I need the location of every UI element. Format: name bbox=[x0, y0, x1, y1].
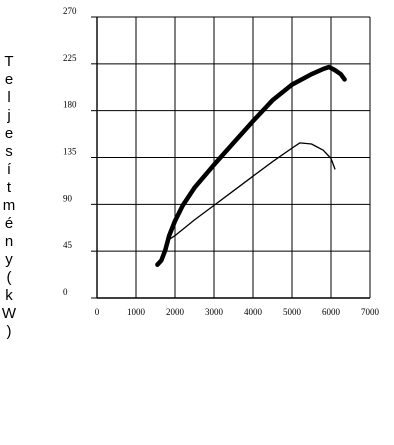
y-axis-title-char: s bbox=[5, 143, 13, 160]
y-axis-title-char: T bbox=[4, 53, 13, 70]
series-line-thin bbox=[166, 142, 336, 242]
y-tick-label: 270 bbox=[63, 6, 77, 16]
y-tick-label: 90 bbox=[63, 193, 73, 203]
y-axis-title-char: W bbox=[2, 305, 17, 322]
x-tick-label: 4000 bbox=[244, 307, 263, 317]
plot-area: 0 1000 2000 3000 4000 5000 6000 7000 0 45 90 135 180… bbox=[63, 6, 380, 317]
y-axis-title-char: l bbox=[7, 89, 10, 106]
x-tick-label: 0 bbox=[95, 307, 100, 317]
y-axis-title-char: m bbox=[3, 197, 16, 214]
y-axis-title-char: y bbox=[5, 251, 13, 268]
x-tick-label: 2000 bbox=[166, 307, 185, 317]
y-tick-label: 45 bbox=[63, 240, 73, 250]
y-tick-label: 0 bbox=[63, 287, 68, 297]
x-tick-label: 6000 bbox=[322, 307, 341, 317]
y-axis-title-char: í bbox=[7, 161, 12, 178]
y-axis-title-char: t bbox=[7, 179, 12, 196]
series-lines bbox=[155, 64, 347, 267]
y-axis-title-char: e bbox=[5, 71, 13, 88]
y-tick-label: 135 bbox=[63, 147, 77, 157]
axes bbox=[91, 16, 370, 299]
y-axis-title-char: é bbox=[5, 215, 13, 232]
y-axis-title-char: ) bbox=[7, 323, 12, 340]
series-line-thick bbox=[155, 64, 347, 267]
y-axis-title-char: n bbox=[5, 233, 13, 250]
x-tick-label: 7000 bbox=[361, 307, 380, 317]
x-tick-label: 1000 bbox=[127, 307, 146, 317]
tick-labels: 0 1000 2000 3000 4000 5000 6000 7000 0 45 90 135 180… bbox=[63, 6, 380, 317]
y-tick-label: 225 bbox=[63, 53, 77, 63]
y-axis-title-char: k bbox=[5, 287, 13, 304]
x-tick-label: 3000 bbox=[205, 307, 224, 317]
y-axis-title-char: j bbox=[6, 107, 10, 124]
y-tick-label: 180 bbox=[63, 100, 77, 110]
y-axis-title-char: e bbox=[5, 125, 13, 142]
x-tick-label: 5000 bbox=[283, 307, 302, 317]
y-axis-title-char: ( bbox=[7, 269, 12, 286]
